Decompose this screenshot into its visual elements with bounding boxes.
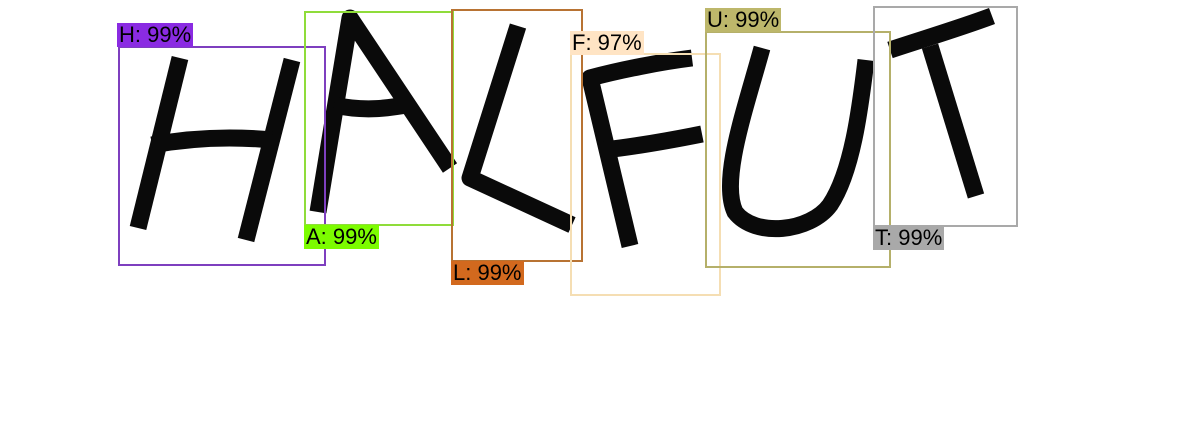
letter-t-stroke (887, 8, 995, 199)
detection-box-h (118, 46, 326, 266)
detection-label-t: T: 99% (873, 225, 945, 250)
letter-h-stroke (129, 55, 301, 243)
detection-label-u: U: 99% (705, 7, 782, 32)
letter-f-stroke (581, 49, 704, 248)
detection-label-l: L: 99% (451, 260, 524, 285)
detection-box-a (304, 11, 454, 226)
detection-box-t (873, 6, 1018, 227)
detection-box-u (705, 31, 891, 268)
detection-label-h: H: 99% (117, 22, 194, 47)
letter-a-stroke (309, 9, 458, 214)
letter-u-stroke (721, 45, 875, 238)
detection-label-f: F: 97% (570, 30, 644, 55)
letter-l-stroke (461, 23, 576, 233)
detection-box-l (451, 9, 583, 262)
detection-label-a: A: 99% (304, 224, 379, 249)
detection-box-f (570, 53, 721, 296)
